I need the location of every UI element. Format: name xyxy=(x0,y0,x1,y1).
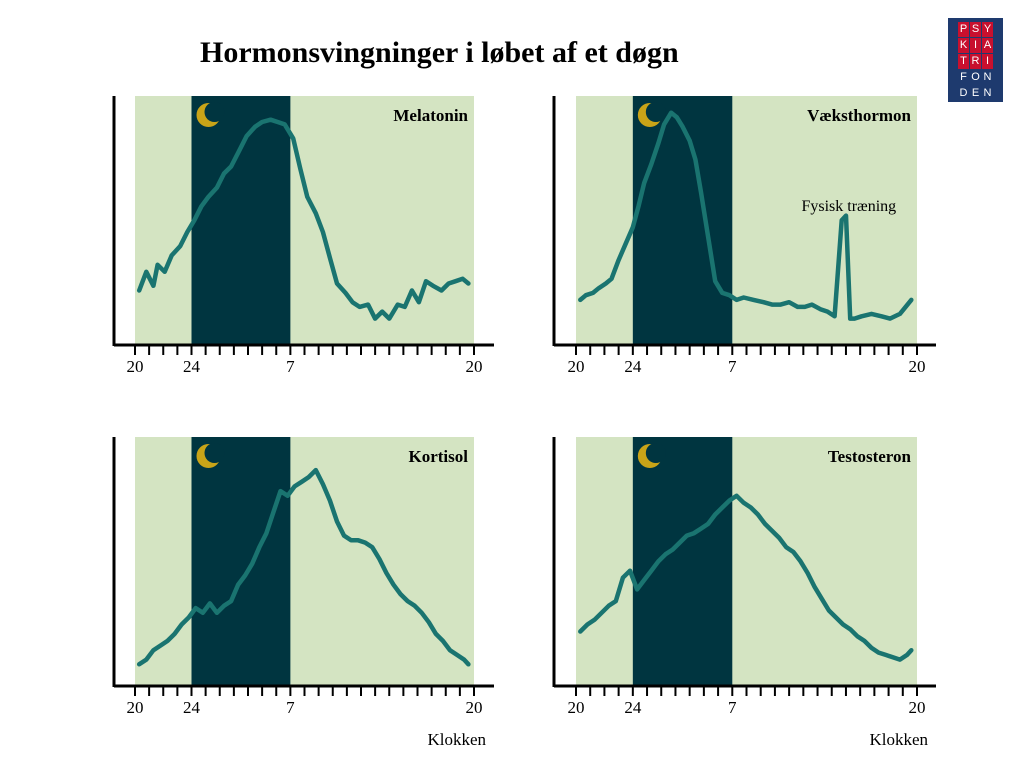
chart-title: Melatonin xyxy=(393,106,468,125)
chart-title: Kortisol xyxy=(409,447,469,466)
x-tick-label: 24 xyxy=(183,698,201,717)
day-background xyxy=(135,437,474,686)
moon-shadow xyxy=(645,102,666,122)
night-band xyxy=(191,437,291,686)
logo-letter: I xyxy=(970,38,981,53)
night-band xyxy=(191,96,291,345)
day-background xyxy=(576,96,917,345)
night-band xyxy=(632,96,733,345)
series-line xyxy=(578,110,914,321)
chart-annotation: Fysisk træning xyxy=(801,198,896,215)
x-tick-label: 24 xyxy=(624,357,642,376)
day-background xyxy=(135,96,474,345)
x-tick-label: 7 xyxy=(728,357,737,376)
chart-panel-4: 20 24 7 20 Testosteron Klokken xyxy=(552,437,936,749)
logo-letter: S xyxy=(970,22,981,37)
logo-letter: I xyxy=(982,54,993,69)
chart-panel-1: 20 24 7 20 Melatonin xyxy=(112,96,494,376)
series-line xyxy=(136,467,471,667)
moon-shadow xyxy=(204,102,225,122)
moon-shadow xyxy=(204,443,225,463)
logo-letter: E xyxy=(971,87,980,99)
logo-letter: D xyxy=(959,87,968,99)
logo-letter: O xyxy=(971,71,980,83)
x-axis-label: Klokken xyxy=(869,730,928,749)
x-tick-label: 20 xyxy=(127,357,144,376)
x-tick-label: 20 xyxy=(568,698,585,717)
logo-letter: F xyxy=(960,71,967,83)
logo-letter: Y xyxy=(982,22,993,37)
x-tick-label: 20 xyxy=(466,357,483,376)
night-band xyxy=(632,437,733,686)
logo-letter: A xyxy=(982,38,993,53)
x-tick-label: 20 xyxy=(466,698,483,717)
x-tick-label: 7 xyxy=(286,357,295,376)
logo-letter: R xyxy=(970,54,981,69)
logo-letter: N xyxy=(983,71,992,83)
chart-title: Testosteron xyxy=(828,447,912,466)
logo-letter: N xyxy=(983,87,992,99)
x-tick-label: 7 xyxy=(728,698,737,717)
x-tick-label: 24 xyxy=(624,698,642,717)
x-tick-label: 24 xyxy=(183,357,201,376)
x-tick-label: 20 xyxy=(909,698,926,717)
x-axis-label: Klokken xyxy=(427,730,486,749)
x-tick-label: 7 xyxy=(286,698,295,717)
logo-letter: T xyxy=(958,54,969,69)
day-background xyxy=(576,437,917,686)
x-tick-label: 20 xyxy=(568,357,585,376)
logo-letter: K xyxy=(958,38,969,53)
chart-panel-2: 20 24 7 20 Væksthormon Fysisk træning xyxy=(552,96,936,376)
chart-panel-3: 20 24 7 20 Kortisol Klokken xyxy=(112,437,494,749)
page-title: Hormonsvingninger i løbet af et døgn xyxy=(200,36,679,69)
chart-title: Væksthormon xyxy=(807,106,911,125)
logo-letter: P xyxy=(958,22,969,37)
x-tick-label: 20 xyxy=(909,357,926,376)
series-line xyxy=(136,117,471,321)
series-line xyxy=(578,493,914,662)
moon-shadow xyxy=(645,443,666,463)
x-tick-label: 20 xyxy=(127,698,144,717)
